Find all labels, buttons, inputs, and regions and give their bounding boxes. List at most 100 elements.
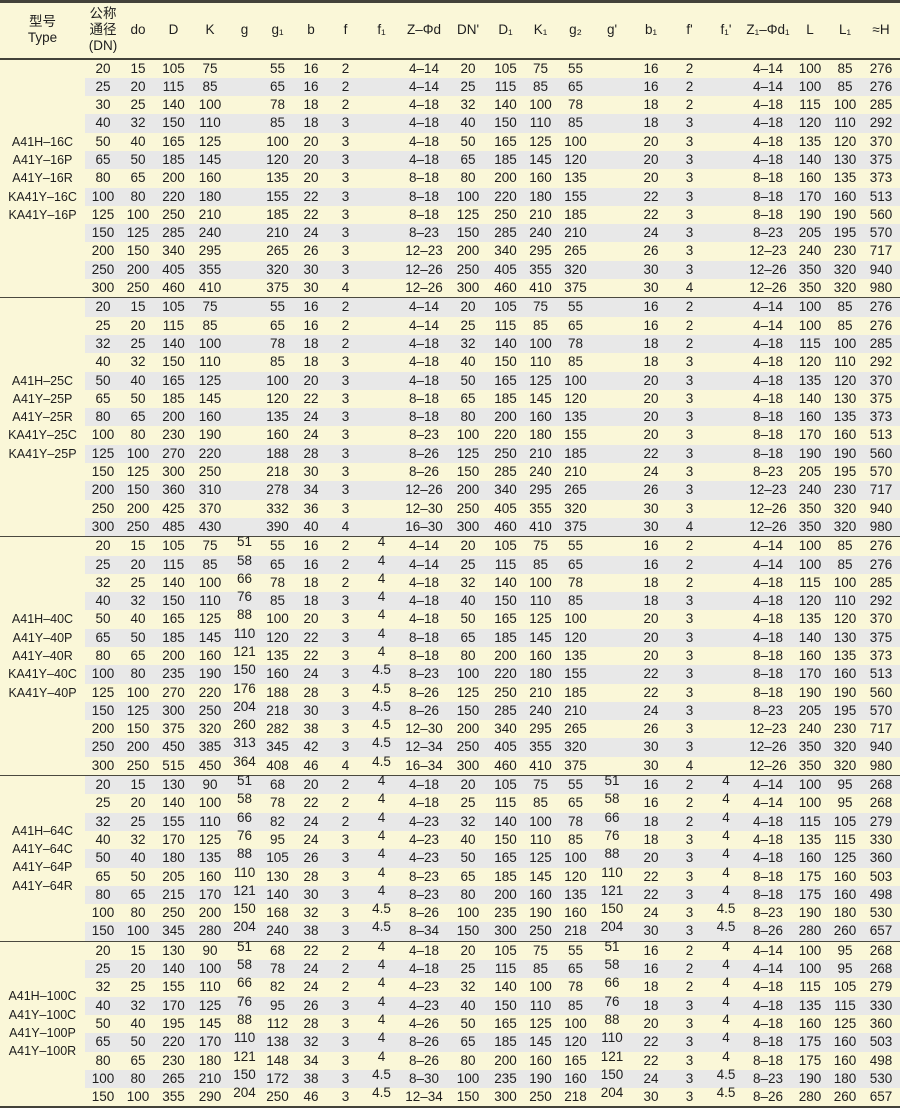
cell-l1: 320 [833, 280, 857, 296]
cell-f1 [363, 317, 400, 335]
raised-value: 51 [604, 938, 620, 954]
cell-d: 195 [162, 1015, 185, 1031]
cell-dn: 100 [85, 665, 121, 684]
cell-do: 50 [130, 390, 146, 406]
raised-value: 204 [233, 698, 256, 714]
cell-do: 20 [121, 77, 155, 97]
cell-f-prime: 3 [685, 831, 694, 847]
cell-g-prime [593, 517, 631, 537]
cell-b1: 22 [631, 187, 671, 206]
table-row: 150 125 285 240 210 24 3 8–23 150 285 240 210 24 3 8–2… [0, 224, 900, 243]
cell-dn-prime: 150 [448, 701, 488, 721]
cell-g-prime [593, 133, 631, 151]
col-header-d1: D₁ [488, 1, 523, 60]
cell-g2: 135 [564, 648, 587, 663]
cell-z-phi-d: 8–23 [400, 885, 448, 905]
cell-f-prime: 3 [671, 849, 708, 868]
cell-g: 66 [228, 810, 261, 831]
cell-l1: 180 [833, 905, 857, 921]
cell-dn-prime: 100 [456, 905, 480, 921]
cell-f-prime: 3 [685, 684, 694, 700]
cell-d1: 165 [494, 1015, 517, 1031]
raised-value: 4 [377, 534, 386, 550]
cell-b1: 16 [643, 317, 659, 333]
raised-value: 4.5 [716, 901, 736, 917]
cell-z1-phi-d1: 8–18 [752, 868, 784, 884]
raised-value: 204 [600, 1085, 624, 1101]
cell-g2: 85 [558, 592, 593, 611]
cell-d1: 150 [494, 354, 517, 370]
cell-g: 51 [228, 534, 261, 556]
cell-b1: 20 [643, 427, 659, 443]
cell-b: 46 [303, 757, 319, 773]
cell-h: 285 [869, 97, 893, 113]
cell-dn-prime: 100 [456, 427, 480, 443]
cell-d1: 115 [494, 795, 517, 811]
cell-f: 3 [341, 1015, 350, 1031]
cell-d: 270 [155, 444, 192, 464]
cell-l: 115 [799, 97, 821, 113]
cell-b: 24 [294, 960, 328, 979]
table-row: 32 25 140 100 66 78 18 2 4 4–18 32 140 100 78 18 2 4–18 1… [0, 571, 900, 592]
table-row: 30 25 140 100 78 18 2 4–18 32 140 100 78 18 2 4–18 115 1… [0, 96, 900, 114]
type-label: KA41Y–40C [8, 667, 77, 682]
cell-f1-prime [708, 574, 744, 592]
cell-b: 16 [294, 77, 328, 97]
cell-g [228, 517, 261, 537]
cell-do: 20 [130, 317, 146, 333]
cell-dn-prime: 50 [460, 133, 476, 149]
cell-d1: 235 [488, 1069, 523, 1089]
cell-dn: 100 [91, 427, 115, 443]
cell-f1-prime [708, 408, 744, 427]
cell-z-phi-d: 4–18 [400, 371, 448, 390]
table-row: 40 32 150 110 85 18 3 4–18 40 150 110 85 18 3 4–18 120 1… [0, 353, 900, 371]
cell-f1-prime [708, 555, 744, 574]
cell-d1: 115 [488, 555, 523, 574]
cell-z-phi-d: 4–18 [408, 97, 440, 113]
cell-dn-prime: 250 [448, 738, 488, 757]
cell-b: 16 [303, 60, 319, 76]
cell-g1: 65 [261, 77, 294, 97]
cell-f: 2 [341, 97, 350, 113]
cell-f: 4 [341, 757, 350, 773]
cell-g1: 100 [266, 611, 289, 627]
cell-k1: 145 [523, 150, 558, 170]
cell-dn: 150 [91, 1089, 115, 1105]
cell-f1-prime: 4.5 [708, 901, 744, 922]
cell-dn: 65 [85, 150, 121, 170]
raised-value: 4 [722, 773, 730, 789]
cell-f-prime: 2 [671, 812, 708, 831]
cell-k1: 145 [529, 868, 552, 884]
cell-g1: 105 [261, 849, 294, 868]
cell-f-prime: 2 [671, 775, 708, 795]
cell-d1: 140 [488, 812, 523, 831]
cell-l1: 190 [833, 684, 857, 700]
cell-f: 2 [328, 775, 363, 795]
cell-g2: 55 [558, 940, 593, 961]
cell-do: 65 [121, 885, 155, 905]
cell-dn: 40 [85, 996, 121, 1015]
cell-dn-prime: 65 [448, 1033, 488, 1052]
cell-l1: 260 [833, 1089, 857, 1105]
table-row: 300 250 460 410 375 30 4 12–26 300 460 410 375 30 4 12… [0, 279, 900, 298]
cell-g [228, 59, 261, 78]
cell-f1-prime [708, 187, 744, 206]
cell-b: 20 [303, 133, 319, 149]
cell-k: 145 [192, 150, 228, 170]
cell-h: 370 [869, 133, 893, 149]
cell-dn: 25 [95, 317, 111, 333]
cell-l1: 120 [833, 611, 857, 627]
cell-f: 3 [328, 885, 363, 905]
cell-do: 15 [121, 940, 155, 961]
cell-f-prime: 3 [671, 628, 708, 647]
cell-f1 [363, 77, 400, 97]
cell-k: 355 [192, 260, 228, 280]
cell-h: 268 [869, 795, 893, 811]
table-row: 32 25 140 100 78 18 2 4–18 32 140 100 78 18 2 4–18 115 1… [0, 334, 900, 354]
cell-do: 50 [130, 868, 146, 884]
cell-z-phi-d: 4–18 [400, 940, 448, 961]
cell-d: 375 [162, 721, 185, 737]
cell-f1: 4.5 [363, 735, 400, 757]
cell-dn-prime: 50 [448, 849, 488, 868]
